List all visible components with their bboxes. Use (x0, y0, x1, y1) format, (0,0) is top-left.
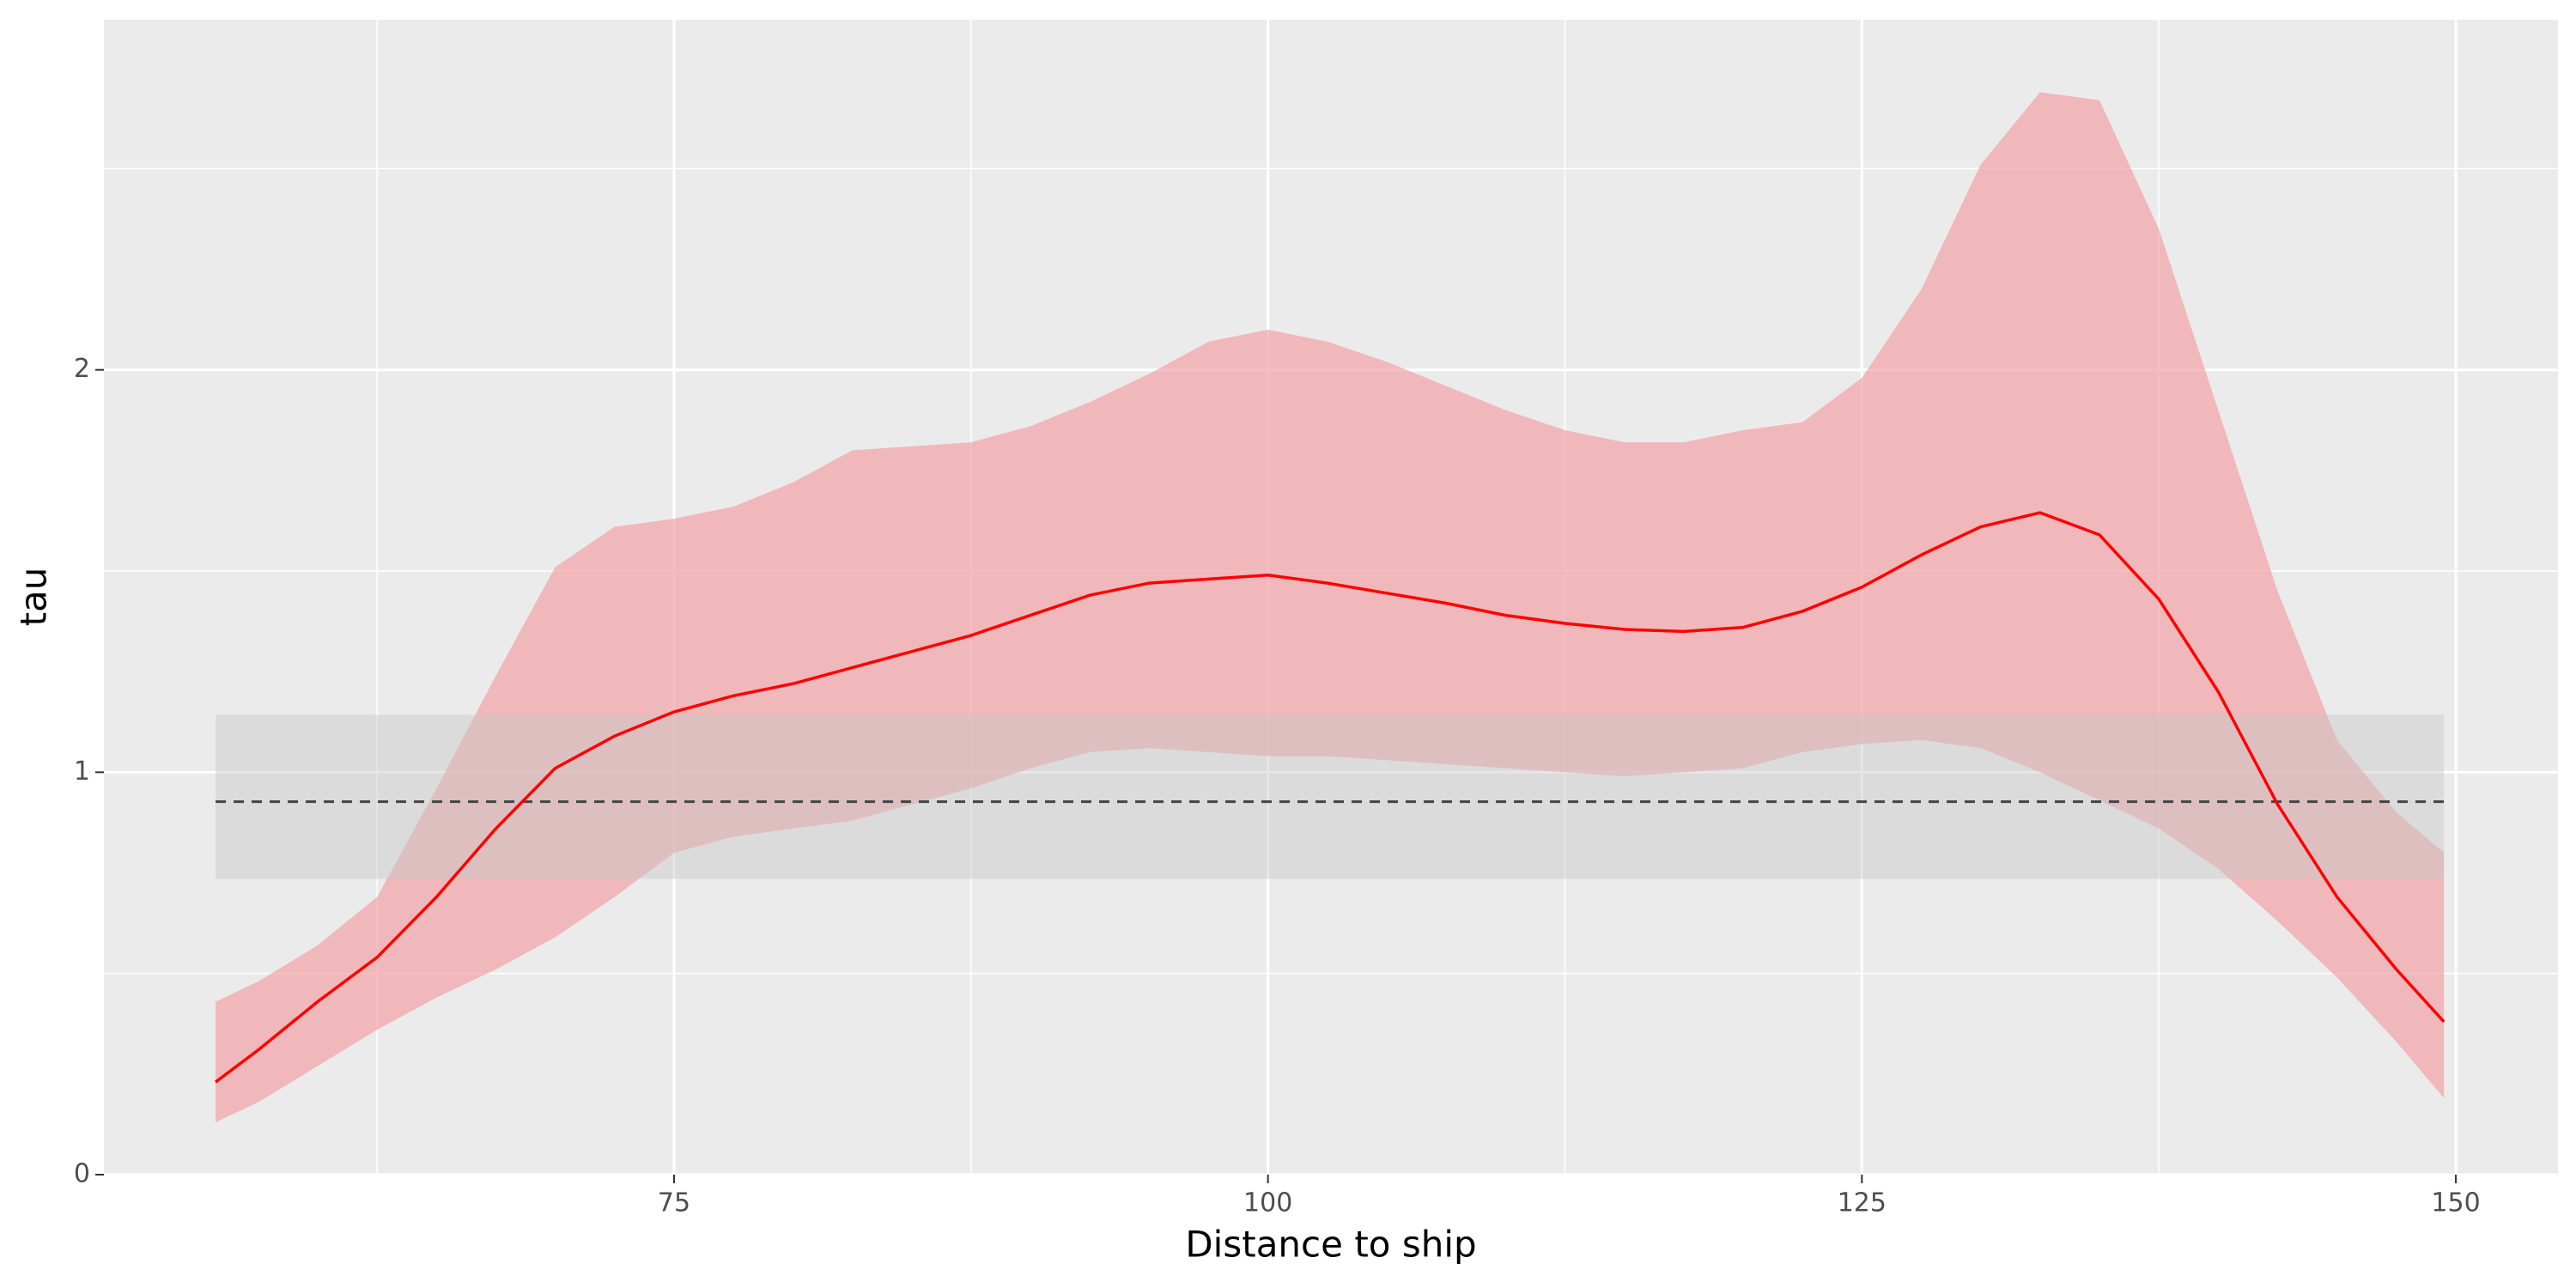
confidence-ribbon (216, 92, 2445, 1123)
x-tick-label: 150 (2431, 1188, 2480, 1218)
x-tick-label: 100 (1243, 1188, 1292, 1218)
y-tick-label: 1 (74, 756, 90, 787)
x-tick-label: 125 (1838, 1188, 1886, 1218)
y-axis-label: tau (13, 568, 55, 627)
reference-band (216, 714, 2445, 879)
y-tick-label: 0 (74, 1159, 90, 1189)
x-tick-label: 75 (658, 1188, 690, 1218)
mean-line (214, 511, 2445, 1084)
x-axis-label: Distance to ship (1185, 1224, 1476, 1266)
y-tick-label: 2 (74, 354, 90, 384)
